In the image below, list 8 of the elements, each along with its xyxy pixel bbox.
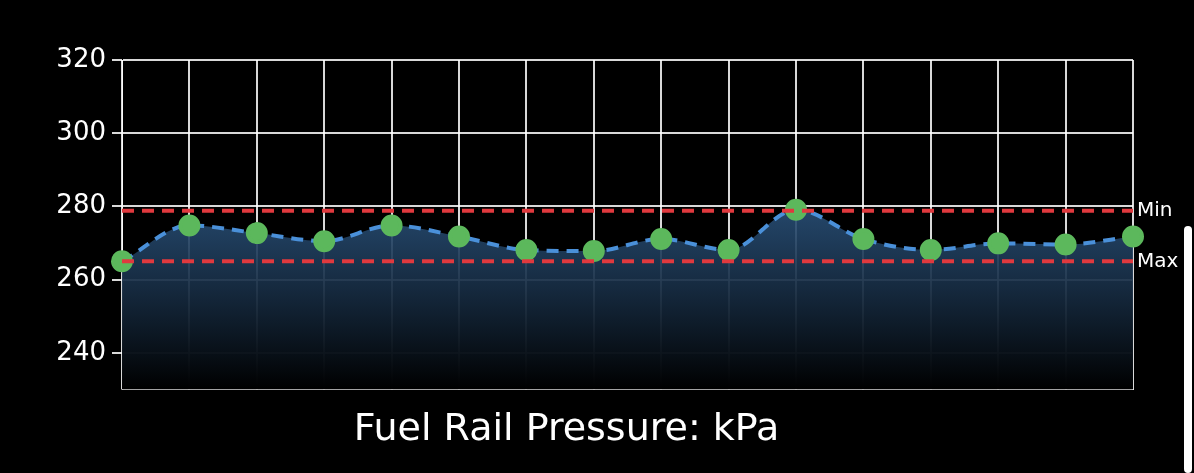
y-tick-label: 240 [56,335,106,366]
ref-line-label: Max [1137,247,1179,272]
text: Fuel Rail Pressure: kPa [353,405,780,450]
y-tick-label: 320 [56,42,106,73]
y-tick-label: 300 [56,115,106,146]
y-tick-label: 280 [56,189,106,220]
y-tick-label: 260 [56,262,106,293]
ref-line-label: Min [1137,197,1173,221]
